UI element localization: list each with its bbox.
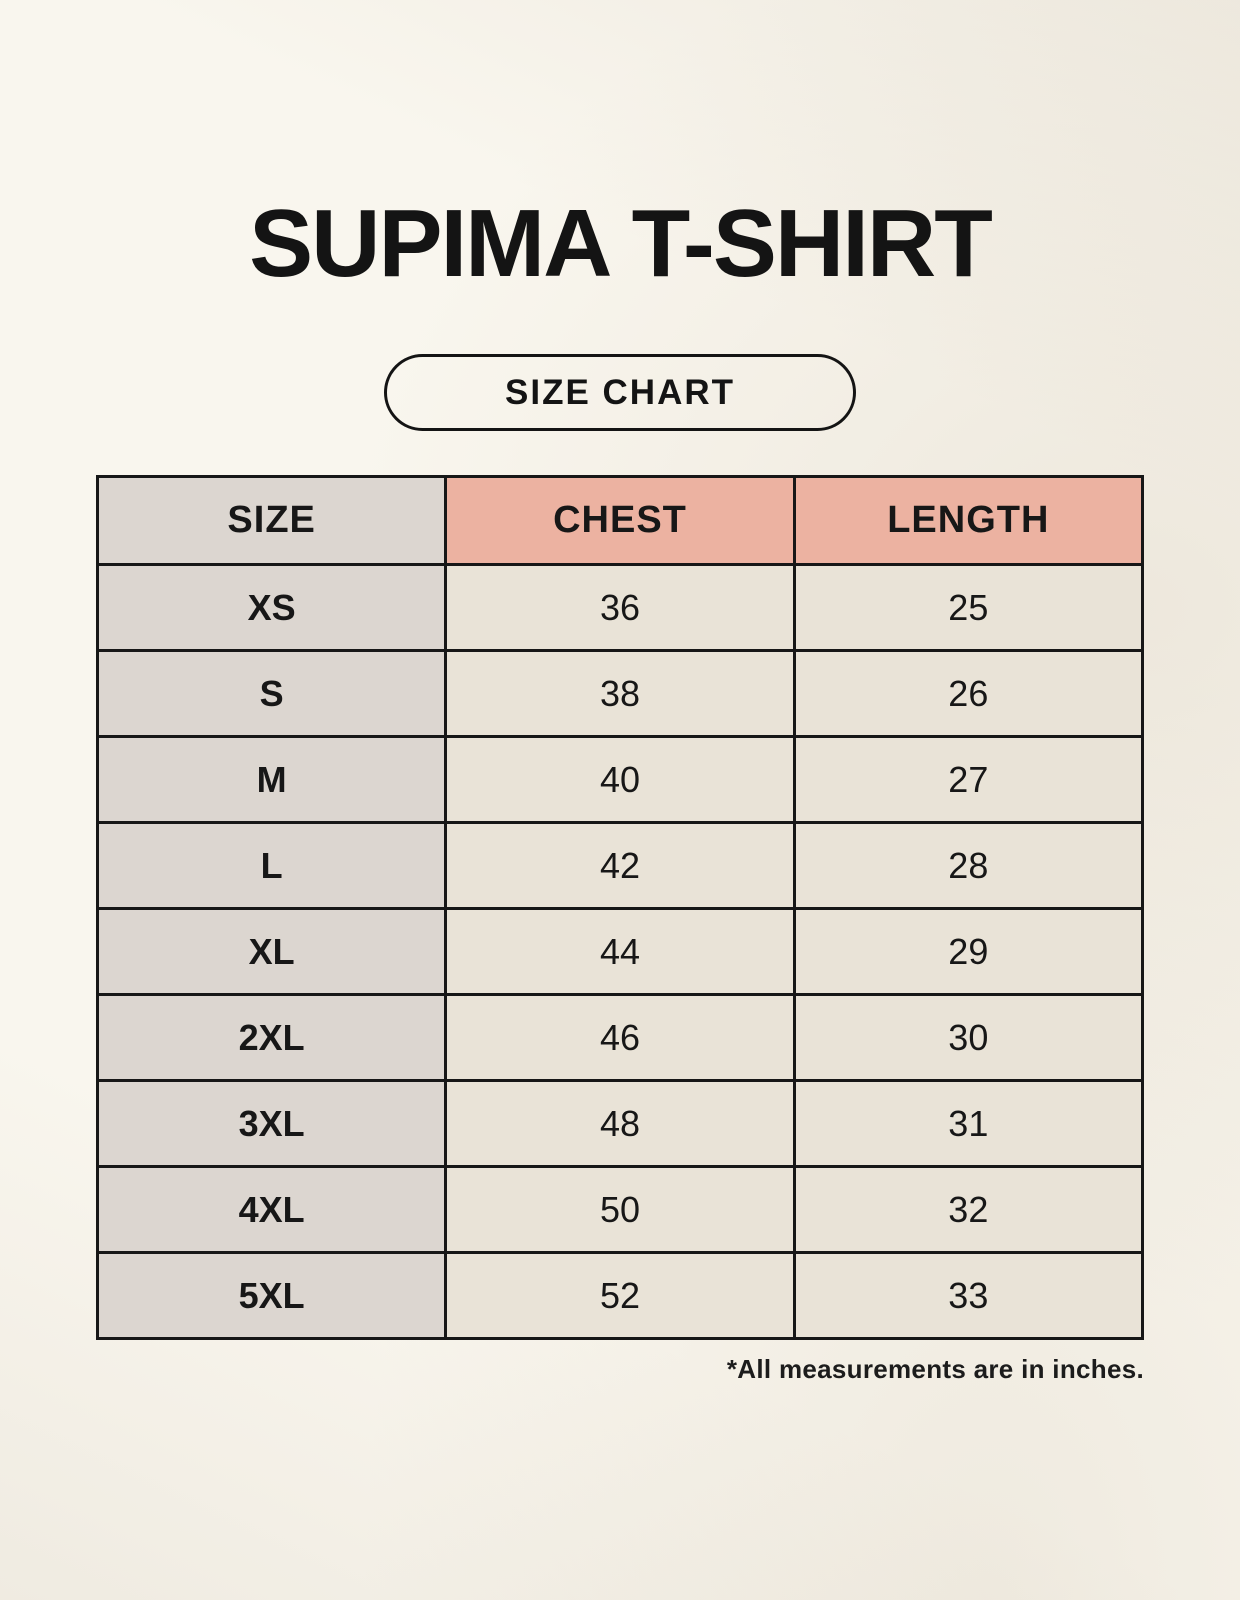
chest-value: 48 — [444, 1079, 796, 1168]
table-row: M 40 27 — [95, 735, 1145, 824]
chest-value: 36 — [444, 563, 796, 652]
table-row: XL 44 29 — [95, 907, 1145, 996]
table-row: 5XL 52 33 — [95, 1251, 1145, 1340]
size-value: XS — [95, 563, 448, 652]
length-value: 28 — [792, 821, 1145, 910]
footnote-container: *All measurements are in inches. — [96, 1354, 1144, 1385]
chest-value: 44 — [444, 907, 796, 996]
size-table-header: SIZE CHEST LENGTH — [95, 475, 1145, 566]
length-value: 27 — [792, 735, 1145, 824]
size-chart-button-label: SIZE CHART — [505, 372, 735, 412]
column-header-size: SIZE — [95, 475, 448, 566]
size-value: M — [95, 735, 448, 824]
length-value: 29 — [792, 907, 1145, 996]
size-value: 4XL — [95, 1165, 448, 1254]
table-row: 2XL 46 30 — [95, 993, 1145, 1082]
size-value: XL — [95, 907, 448, 996]
table-row: L 42 28 — [95, 821, 1145, 910]
table-row: S 38 26 — [95, 649, 1145, 738]
table-row: XS 36 25 — [95, 563, 1145, 652]
chest-value: 38 — [444, 649, 796, 738]
measurements-footnote: *All measurements are in inches. — [726, 1354, 1144, 1384]
size-table-body: XS 36 25 S 38 26 M 40 27 L 42 28 XL 44 29 2XL 46 30 3XL 48 3… — [95, 563, 1145, 1340]
size-value: 2XL — [95, 993, 448, 1082]
column-header-chest: CHEST — [444, 475, 796, 566]
length-value: 32 — [792, 1165, 1145, 1254]
size-chart-button[interactable]: SIZE CHART — [384, 354, 856, 431]
table-row: 4XL 50 32 — [95, 1165, 1145, 1254]
size-value: L — [95, 821, 448, 910]
size-value: 3XL — [95, 1079, 448, 1168]
length-value: 26 — [792, 649, 1145, 738]
chest-value: 40 — [444, 735, 796, 824]
chest-value: 46 — [444, 993, 796, 1082]
chest-value: 52 — [444, 1251, 796, 1340]
chest-value: 50 — [444, 1165, 796, 1254]
page-title: SUPIMA T-SHIRT — [249, 190, 993, 297]
chest-value: 42 — [444, 821, 796, 910]
column-header-length: LENGTH — [792, 475, 1145, 566]
length-value: 25 — [792, 563, 1145, 652]
size-table: SIZE CHEST LENGTH XS 36 25 S 38 26 M 40 27 L 42 28 X… — [95, 475, 1145, 1340]
header-row: SIZE CHEST LENGTH — [95, 475, 1145, 566]
length-value: 31 — [792, 1079, 1145, 1168]
length-value: 30 — [792, 993, 1145, 1082]
length-value: 33 — [792, 1251, 1145, 1340]
size-value: 5XL — [95, 1251, 448, 1340]
table-row: 3XL 48 31 — [95, 1079, 1145, 1168]
size-value: S — [95, 649, 448, 738]
